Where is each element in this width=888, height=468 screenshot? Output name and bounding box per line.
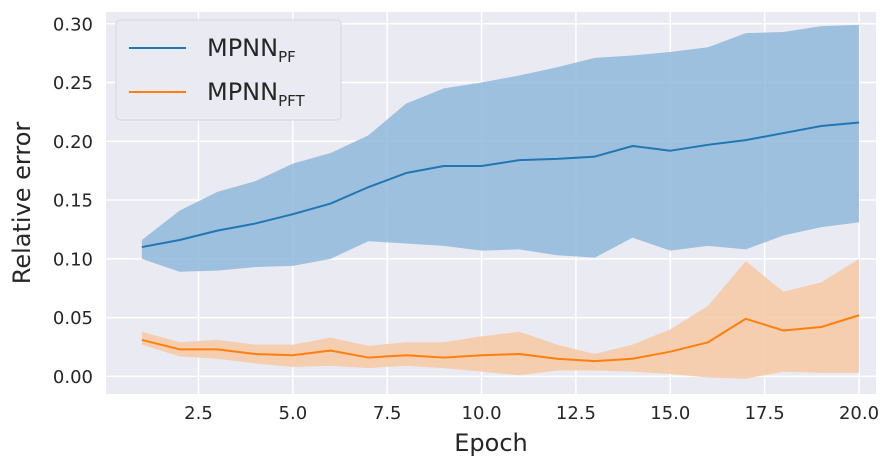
x-tick-label: 10.0 (462, 403, 502, 424)
x-tick-label: 15.0 (650, 403, 690, 424)
legend: MPNNPF MPNNPFT (115, 19, 342, 121)
legend-box (115, 19, 342, 121)
y-tick-label: 0.00 (53, 367, 93, 388)
x-axis-label: Epoch (454, 429, 528, 457)
x-axis-ticks: 2.5 5.0 7.5 10.0 12.5 15.0 17.5 20.0 (184, 403, 879, 424)
legend-label-mpnn-pft: MPNNPFT (207, 78, 306, 110)
y-tick-label: 0.30 (53, 14, 93, 35)
y-axis-label: Relative error (8, 122, 36, 285)
y-tick-label: 0.05 (53, 308, 93, 329)
legend-label-mpnn-pf: MPNNPF (207, 34, 296, 66)
y-axis-ticks: 0.00 0.05 0.10 0.15 0.20 0.25 0.30 (53, 14, 93, 388)
x-tick-label: 12.5 (556, 403, 596, 424)
band-pf (141, 24, 860, 272)
series-line-pft (141, 314, 860, 363)
x-tick-label: 20.0 (839, 403, 879, 424)
y-tick-label: 0.10 (53, 249, 93, 270)
y-tick-label: 0.15 (53, 191, 93, 212)
x-tick-label: 5.0 (279, 403, 308, 424)
series-lines (141, 121, 860, 363)
x-tick-label: 17.5 (745, 403, 785, 424)
y-tick-label: 0.25 (53, 73, 93, 94)
series-line-pf (141, 121, 860, 249)
x-tick-label: 7.5 (373, 403, 402, 424)
y-tick-label: 0.20 (53, 132, 93, 153)
x-tick-label: 2.5 (184, 403, 213, 424)
